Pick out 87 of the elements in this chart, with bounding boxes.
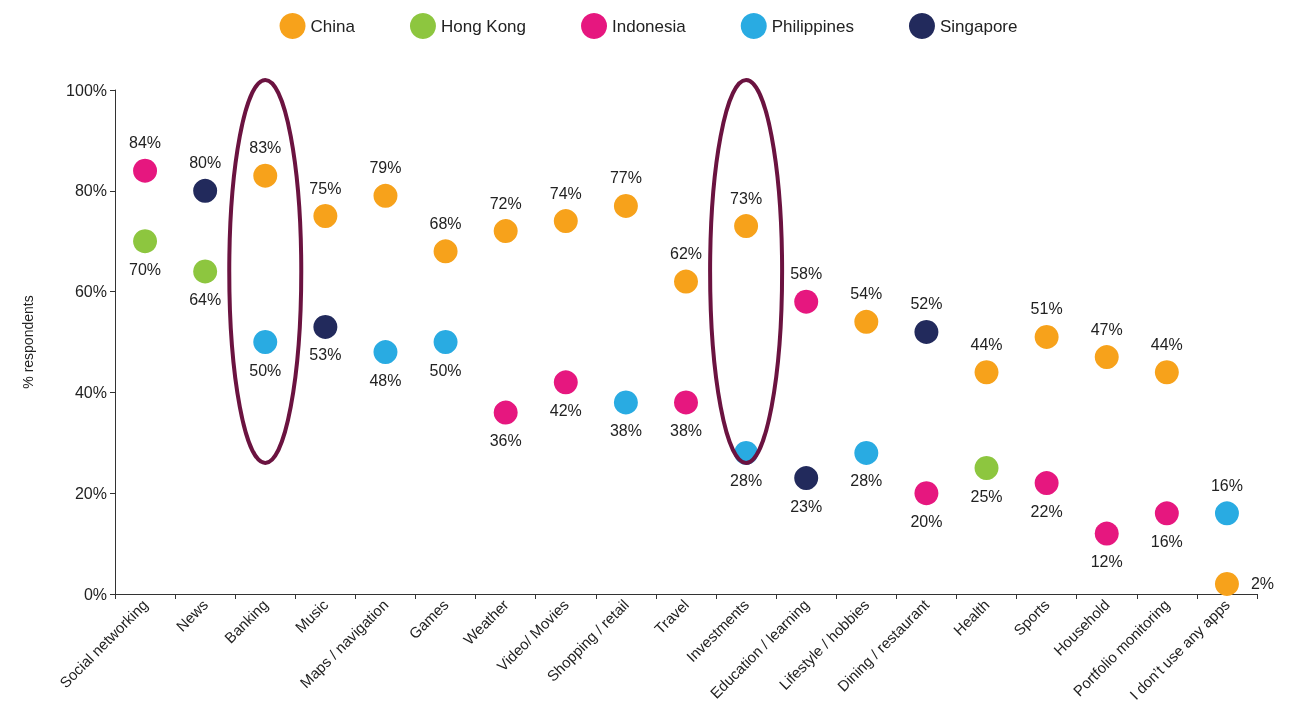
legend-label: Singapore <box>939 16 1018 36</box>
point <box>854 309 879 334</box>
point <box>493 219 518 244</box>
point <box>373 183 398 208</box>
point <box>433 239 458 264</box>
data-label: 54% <box>850 285 883 303</box>
data-label: 42% <box>549 401 582 419</box>
data-label: 28% <box>850 472 883 490</box>
point <box>974 360 999 385</box>
data-label: 79% <box>369 159 402 177</box>
data-label: 68% <box>429 214 462 232</box>
point <box>674 269 698 294</box>
point <box>734 214 759 239</box>
point <box>794 289 819 314</box>
data-label: 77% <box>609 169 642 187</box>
data-label: 44% <box>970 335 1003 353</box>
data-label: 70% <box>129 260 162 278</box>
point <box>613 390 638 415</box>
data-label: 62% <box>669 245 703 263</box>
data-label: 51% <box>1030 300 1063 318</box>
point <box>313 314 338 339</box>
data-label: 44% <box>1150 335 1183 353</box>
data-label: 25% <box>970 487 1003 505</box>
point <box>1094 345 1119 370</box>
point <box>133 158 158 183</box>
y-tick-label: 20% <box>74 484 107 502</box>
point <box>914 319 939 344</box>
point <box>794 466 819 491</box>
point <box>613 193 638 218</box>
data-label: 84% <box>129 134 162 152</box>
y-tick-label: 80% <box>74 182 107 200</box>
legend-label: Indonesia <box>612 16 687 36</box>
legend-label: Philippines <box>771 16 854 36</box>
data-label: 20% <box>910 512 943 530</box>
data-label: 36% <box>489 432 522 450</box>
point <box>1034 471 1059 496</box>
data-label: 80% <box>189 154 222 172</box>
point <box>553 370 578 395</box>
point <box>193 178 218 203</box>
data-label: 72% <box>489 194 522 212</box>
data-label: 12% <box>1090 553 1123 571</box>
point <box>1094 521 1119 546</box>
data-label: 53% <box>309 346 342 364</box>
data-label: 58% <box>790 265 823 283</box>
y-axis-title: % respondents <box>20 295 36 389</box>
point <box>914 481 939 506</box>
data-label: 75% <box>309 179 342 197</box>
point <box>193 259 218 284</box>
y-tick-label: 0% <box>83 585 107 603</box>
point <box>253 330 278 354</box>
y-tick-label: 60% <box>74 283 107 301</box>
point <box>433 330 458 354</box>
data-label: 73% <box>730 189 763 207</box>
data-label: 22% <box>1030 502 1063 520</box>
point <box>674 390 698 415</box>
legend-label: Hong Kong <box>440 16 527 36</box>
data-label: 64% <box>189 290 222 308</box>
point <box>253 163 278 188</box>
point <box>1214 571 1239 596</box>
y-tick-label: 40% <box>74 383 107 401</box>
data-label: 48% <box>369 371 402 389</box>
data-label: 52% <box>910 295 943 313</box>
point <box>133 229 158 254</box>
point <box>1154 360 1179 385</box>
legend-label: China <box>310 16 356 36</box>
data-label: 2% <box>1250 575 1275 593</box>
point <box>373 340 398 365</box>
point <box>1034 324 1059 349</box>
data-label: 16% <box>1150 532 1183 550</box>
point <box>313 204 338 228</box>
point <box>1154 501 1179 526</box>
data-label: 23% <box>790 497 823 515</box>
data-label: 28% <box>730 472 763 490</box>
data-label: 50% <box>429 361 462 379</box>
data-label: 50% <box>249 361 282 379</box>
point <box>553 209 578 234</box>
data-label: 83% <box>249 139 282 157</box>
point <box>493 400 518 425</box>
point <box>974 456 999 480</box>
data-label: 38% <box>669 421 703 439</box>
point <box>854 440 879 465</box>
data-label: 74% <box>549 184 582 202</box>
y-tick-label: 100% <box>66 81 107 99</box>
point <box>1214 501 1239 526</box>
data-label: 47% <box>1090 320 1123 338</box>
data-label: 16% <box>1210 476 1243 494</box>
data-label: 38% <box>609 421 642 439</box>
